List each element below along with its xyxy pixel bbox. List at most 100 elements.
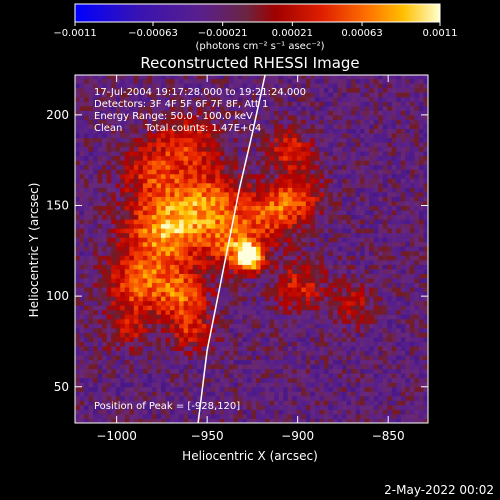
heatmap-cell	[351, 305, 357, 311]
heatmap-cell	[120, 123, 126, 129]
heatmap-cell	[160, 119, 167, 125]
heatmap-cell	[219, 246, 225, 252]
heatmap-cell	[351, 291, 357, 297]
heatmap-cell	[174, 101, 180, 107]
heatmap-cell	[228, 133, 234, 139]
heatmap-cell	[215, 205, 221, 211]
heatmap-cell	[124, 200, 130, 206]
heatmap-cell	[256, 187, 262, 193]
heatmap-cell	[120, 400, 126, 406]
heatmap-cell	[246, 96, 252, 102]
heatmap-cell	[283, 282, 289, 288]
heatmap-cell	[102, 87, 108, 93]
heatmap-cell	[346, 228, 352, 234]
heatmap-cell	[296, 87, 302, 93]
heatmap-cell	[265, 232, 271, 238]
heatmap-cell	[115, 359, 121, 365]
heatmap-cell	[256, 173, 262, 179]
heatmap-cell	[305, 404, 311, 410]
heatmap-cell	[296, 196, 302, 202]
heatmap-cell	[102, 341, 108, 347]
heatmap-cell	[170, 309, 176, 315]
heatmap-cell	[251, 404, 257, 410]
heatmap-cell	[296, 137, 302, 143]
heatmap-cell	[342, 196, 348, 202]
heatmap-cell	[265, 146, 271, 152]
heatmap-cell	[296, 83, 302, 89]
heatmap-cell	[283, 119, 289, 125]
heatmap-cell	[120, 246, 126, 252]
heatmap-cell	[156, 214, 162, 220]
heatmap-cell	[228, 341, 234, 347]
heatmap-cell	[197, 214, 203, 220]
heatmap-cell	[355, 173, 361, 179]
heatmap-cell	[332, 169, 338, 175]
heatmap-cell	[237, 336, 243, 342]
heatmap-cell	[188, 133, 194, 139]
heatmap-cell	[328, 323, 334, 329]
heatmap-cell	[301, 151, 307, 157]
heatmap-cell	[265, 223, 271, 229]
heatmap-cell	[120, 386, 126, 392]
heatmap-cell	[88, 205, 94, 211]
heatmap-cell	[242, 200, 248, 206]
heatmap-cell	[179, 78, 185, 84]
heatmap-cell	[355, 187, 361, 193]
heatmap-cell	[165, 291, 171, 297]
heatmap-cell	[237, 228, 243, 234]
heatmap-cell	[142, 386, 148, 392]
heatmap-cell	[192, 373, 198, 379]
heatmap-cell	[296, 151, 302, 157]
heatmap-cell	[75, 332, 81, 338]
heatmap-cell	[174, 255, 180, 261]
heatmap-cell	[156, 296, 162, 302]
heatmap-cell	[124, 142, 130, 148]
heatmap-cell	[351, 128, 357, 134]
heatmap-cell	[93, 418, 99, 423]
heatmap-cell	[93, 345, 99, 351]
heatmap-cell	[328, 169, 334, 175]
heatmap-cell	[242, 345, 248, 351]
heatmap-cell	[179, 151, 185, 157]
heatmap-cell	[332, 191, 338, 197]
heatmap-cell	[138, 323, 144, 329]
heatmap-cell	[111, 291, 117, 297]
heatmap-cell	[188, 314, 194, 320]
heatmap-cell	[124, 137, 130, 143]
heatmap-cell	[97, 341, 103, 347]
heatmap-cell	[133, 173, 139, 179]
heatmap-cell	[228, 377, 234, 383]
heatmap-cell	[201, 314, 207, 320]
heatmap-cell	[183, 273, 189, 279]
heatmap-cell	[246, 219, 252, 225]
heatmap-cell	[260, 373, 266, 379]
heatmap-cell	[88, 314, 94, 320]
heatmap-cell	[88, 282, 94, 288]
heatmap-cell	[314, 191, 320, 197]
heatmap-cell	[287, 282, 293, 288]
heatmap-cell	[93, 250, 99, 256]
heatmap-cell	[305, 119, 311, 125]
heatmap-cell	[319, 336, 325, 342]
heatmap-cell	[219, 205, 225, 211]
heatmap-cell	[256, 151, 262, 157]
heatmap-cell	[138, 128, 144, 134]
heatmap-cell	[224, 409, 230, 415]
heatmap-cell	[79, 291, 85, 297]
heatmap-cell	[296, 264, 302, 270]
heatmap-cell	[147, 318, 153, 324]
heatmap-cell	[215, 146, 221, 152]
heatmap-cell	[124, 155, 130, 161]
heatmap-cell	[237, 232, 243, 238]
heatmap-cell	[142, 309, 148, 315]
heatmap-cell	[251, 228, 257, 234]
heatmap-cell	[355, 241, 361, 247]
colorbar-ticks: −0.0011 −0.00063 −0.00021 0.00021 0.00063 0.0…	[53, 22, 458, 39]
heatmap-cell	[106, 300, 112, 306]
heatmap-cell	[224, 259, 230, 265]
heatmap-cell	[301, 205, 307, 211]
heatmap-cell	[296, 119, 302, 125]
heatmap-cell	[224, 78, 230, 84]
heatmap-cell	[115, 178, 121, 184]
heatmap-cell	[165, 210, 171, 216]
